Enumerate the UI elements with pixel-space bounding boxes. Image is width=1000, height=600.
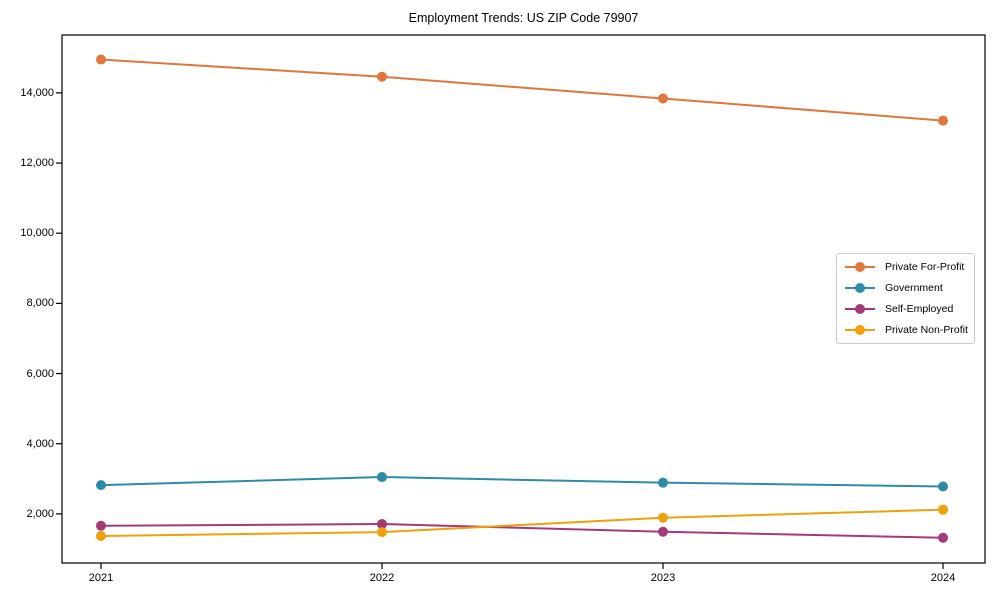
y-tick-label: 10,000 xyxy=(20,227,54,239)
legend-label: Private Non-Profit xyxy=(885,324,968,337)
line-dot-marker-icon xyxy=(845,282,875,293)
data-point xyxy=(377,472,387,483)
y-tick-label: 2,000 xyxy=(26,508,54,520)
legend-entry-self-employed: Self-Employed xyxy=(845,299,974,320)
data-point xyxy=(658,526,668,537)
legend-label: Government xyxy=(885,281,943,294)
data-point xyxy=(938,115,948,126)
line-dot-marker-icon xyxy=(845,325,875,336)
y-tick-label: 8,000 xyxy=(26,297,54,309)
chart-legend: Private For-Profit Government Self-Emplo… xyxy=(836,253,975,344)
data-point xyxy=(96,54,106,65)
x-tick-label: 2022 xyxy=(369,572,395,584)
data-point xyxy=(658,477,668,488)
x-tick-label: 2024 xyxy=(930,572,956,584)
y-tick-label: 4,000 xyxy=(26,438,54,450)
data-point xyxy=(96,480,106,491)
data-point xyxy=(377,527,387,538)
y-tick-label: 12,000 xyxy=(20,157,54,169)
data-point xyxy=(938,504,948,515)
data-point xyxy=(658,93,668,104)
chart-title: Employment Trends: US ZIP Code 79907 xyxy=(408,11,639,25)
series-line-1 xyxy=(100,476,944,488)
legend-label: Self-Employed xyxy=(885,303,954,316)
data-point xyxy=(377,71,387,82)
data-point xyxy=(96,530,106,541)
data-point xyxy=(377,519,387,530)
series-line-2 xyxy=(100,523,944,539)
legend-entry-private-for-profit: Private For-Profit xyxy=(845,256,974,277)
legend-entry-government: Government xyxy=(845,277,974,298)
y-tick-label: 6,000 xyxy=(26,368,54,380)
plot-frame xyxy=(61,34,986,564)
data-point xyxy=(96,520,106,531)
x-tick-label: 2023 xyxy=(650,572,676,584)
data-point xyxy=(938,532,948,543)
legend-entry-private-non-profit: Private Non-Profit xyxy=(845,320,974,341)
x-tick-label: 2021 xyxy=(88,572,114,584)
line-dot-marker-icon xyxy=(845,304,875,315)
data-point xyxy=(658,512,668,523)
y-tick-label: 14,000 xyxy=(20,87,54,99)
data-point xyxy=(938,481,948,492)
series-line-0 xyxy=(100,58,944,122)
series-line-3 xyxy=(100,508,944,537)
legend-label: Private For-Profit xyxy=(885,260,965,273)
line-dot-marker-icon xyxy=(845,261,875,272)
